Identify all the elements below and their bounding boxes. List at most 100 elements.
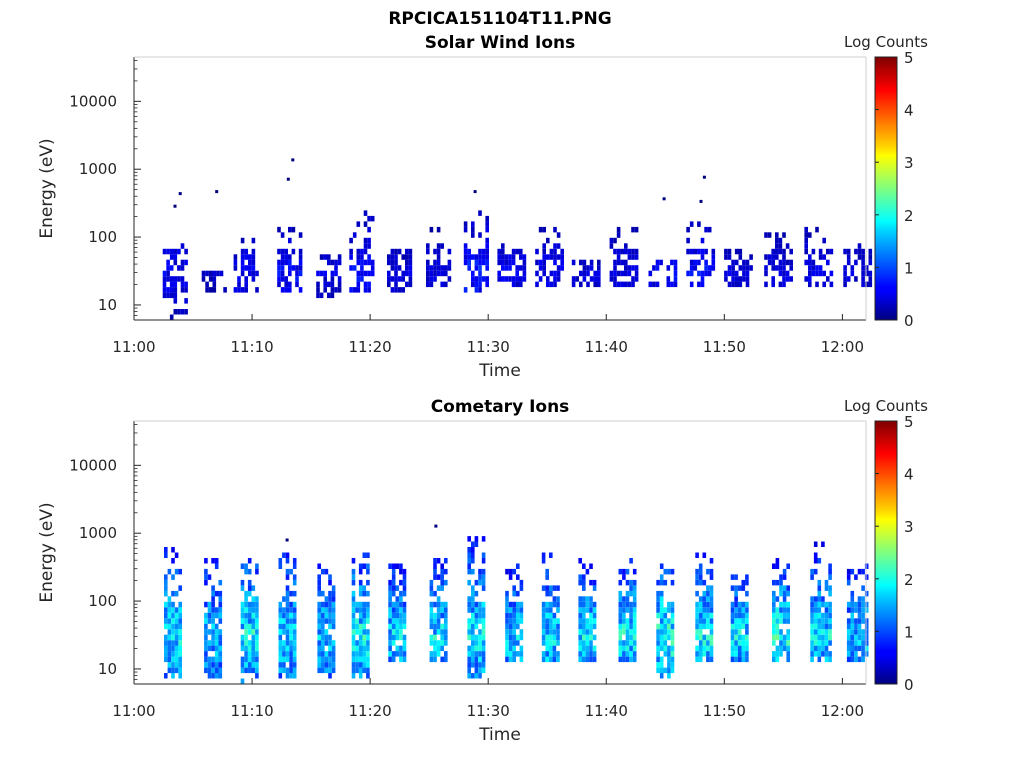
data-cell bbox=[695, 623, 699, 630]
data-cell bbox=[367, 270, 371, 277]
data-cell bbox=[864, 281, 869, 288]
data-cell bbox=[546, 281, 550, 288]
data-cell bbox=[362, 563, 367, 569]
data-cell bbox=[328, 623, 332, 630]
data-cell bbox=[358, 601, 363, 608]
data-cell bbox=[167, 640, 172, 646]
data-cell bbox=[277, 270, 281, 277]
data-cell bbox=[695, 651, 699, 657]
data-cell bbox=[545, 568, 549, 575]
data-cell bbox=[405, 265, 409, 271]
data-cell bbox=[331, 607, 336, 613]
data-cell bbox=[556, 601, 560, 608]
data-cell bbox=[355, 651, 359, 657]
data-cell bbox=[444, 651, 448, 657]
data-cell bbox=[478, 667, 482, 674]
data-cell bbox=[772, 612, 776, 619]
data-cell bbox=[280, 287, 285, 293]
data-cell bbox=[255, 607, 259, 613]
data-cell bbox=[358, 563, 363, 569]
data-cell bbox=[585, 601, 590, 608]
data-cell bbox=[625, 618, 630, 624]
data-cell bbox=[702, 612, 707, 619]
data-cell bbox=[399, 601, 403, 608]
data-cell bbox=[251, 276, 256, 282]
data-cell bbox=[218, 579, 223, 586]
data-cell bbox=[632, 651, 637, 657]
data-cell bbox=[741, 623, 746, 630]
data-cell bbox=[362, 667, 367, 674]
data-cell bbox=[478, 579, 482, 586]
data-cell bbox=[471, 276, 475, 282]
data-cell bbox=[818, 254, 823, 260]
data-cell bbox=[709, 574, 714, 580]
data-cell bbox=[362, 618, 367, 624]
data-cell bbox=[485, 221, 489, 227]
data-cell bbox=[667, 673, 671, 679]
data-cell bbox=[171, 629, 175, 635]
data-cell bbox=[553, 281, 557, 288]
data-cell bbox=[538, 276, 543, 282]
data-cell bbox=[515, 265, 519, 271]
data-cell bbox=[285, 596, 290, 602]
data-cell bbox=[519, 254, 523, 260]
data-cell bbox=[463, 254, 468, 260]
data-cell bbox=[214, 590, 219, 597]
data-cell bbox=[391, 607, 396, 613]
data-cell bbox=[330, 270, 335, 277]
data-cell bbox=[786, 612, 790, 619]
data-cell bbox=[850, 607, 855, 613]
data-cell bbox=[207, 656, 212, 663]
data-cell bbox=[207, 618, 212, 624]
data-cell bbox=[362, 662, 367, 668]
data-cell bbox=[663, 568, 668, 575]
data-cell bbox=[821, 629, 825, 635]
data-cell bbox=[285, 667, 290, 674]
data-cell bbox=[629, 640, 633, 646]
data-cell bbox=[632, 579, 637, 586]
data-cell bbox=[444, 579, 448, 586]
data-cell bbox=[244, 568, 248, 575]
data-cell bbox=[351, 623, 356, 630]
data-cell bbox=[519, 656, 524, 663]
data-cell bbox=[370, 265, 375, 271]
data-cell bbox=[474, 259, 479, 266]
data-cell bbox=[553, 276, 557, 282]
data-cell bbox=[785, 243, 790, 249]
data-cell bbox=[399, 568, 403, 575]
data-cell bbox=[775, 629, 780, 635]
data-cell bbox=[328, 662, 332, 668]
data-cell bbox=[405, 259, 409, 266]
data-cell bbox=[478, 651, 482, 657]
data-cell bbox=[240, 237, 245, 244]
data-cell bbox=[211, 601, 215, 608]
data-cell bbox=[351, 607, 356, 613]
data-cell bbox=[327, 281, 331, 288]
data-cell bbox=[775, 232, 779, 238]
data-cell bbox=[695, 629, 699, 635]
data-cell bbox=[471, 596, 475, 602]
data-cell bbox=[363, 243, 368, 249]
data-cell bbox=[362, 607, 367, 613]
x-tick-label: 11:40 bbox=[585, 702, 628, 720]
data-cell bbox=[711, 254, 716, 260]
data-cell bbox=[478, 276, 482, 282]
data-cell bbox=[399, 590, 403, 597]
data-cell bbox=[405, 281, 409, 288]
data-cell bbox=[352, 232, 357, 238]
data-cell bbox=[786, 629, 790, 635]
data-cell bbox=[467, 601, 471, 608]
data-cell bbox=[481, 612, 486, 619]
data-cell bbox=[244, 629, 248, 635]
data-cell bbox=[542, 248, 546, 255]
data-cell bbox=[618, 607, 623, 613]
data-cell bbox=[695, 607, 699, 613]
data-cell bbox=[861, 265, 865, 271]
data-cell bbox=[541, 629, 546, 635]
data-cell bbox=[624, 259, 628, 266]
data-cell bbox=[618, 590, 623, 597]
data-cell bbox=[240, 612, 245, 619]
data-cell bbox=[171, 590, 175, 597]
data-cell bbox=[817, 596, 822, 602]
data-cell bbox=[850, 270, 855, 277]
